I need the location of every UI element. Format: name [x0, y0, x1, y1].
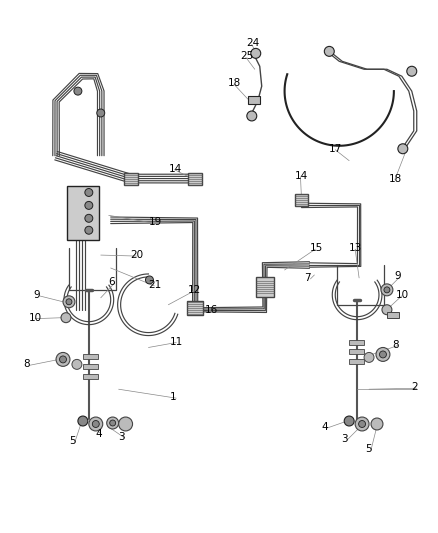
Circle shape: [398, 144, 408, 154]
Bar: [83, 374, 98, 379]
Text: 10: 10: [396, 290, 409, 300]
Text: 18: 18: [389, 174, 402, 183]
Text: 18: 18: [228, 78, 241, 88]
Bar: [67, 185, 99, 240]
Circle shape: [407, 66, 417, 76]
FancyBboxPatch shape: [188, 173, 202, 184]
Circle shape: [355, 417, 369, 431]
Circle shape: [61, 313, 71, 322]
Text: 7: 7: [304, 273, 311, 283]
Text: 14: 14: [168, 164, 182, 174]
FancyBboxPatch shape: [294, 195, 308, 206]
Circle shape: [379, 351, 386, 358]
Text: 6: 6: [109, 277, 115, 287]
Circle shape: [78, 416, 88, 426]
Text: 21: 21: [148, 280, 162, 290]
Circle shape: [119, 417, 133, 431]
Text: 24: 24: [246, 38, 259, 49]
Circle shape: [66, 299, 72, 305]
Text: 5: 5: [69, 436, 76, 446]
Bar: [349, 350, 364, 354]
Bar: [349, 359, 364, 365]
FancyBboxPatch shape: [124, 173, 138, 184]
Circle shape: [85, 226, 93, 234]
Text: 9: 9: [33, 290, 40, 300]
Circle shape: [324, 46, 334, 56]
Circle shape: [97, 109, 105, 117]
Text: 3: 3: [119, 432, 125, 442]
Circle shape: [371, 418, 383, 430]
Text: 20: 20: [131, 250, 144, 260]
Bar: [83, 365, 98, 369]
Circle shape: [63, 296, 75, 308]
Circle shape: [85, 214, 93, 222]
Text: 3: 3: [341, 434, 348, 444]
Text: 4: 4: [96, 429, 102, 439]
Text: 12: 12: [188, 285, 201, 295]
Text: 14: 14: [294, 171, 308, 181]
Circle shape: [364, 352, 374, 362]
Circle shape: [89, 417, 103, 431]
Text: 8: 8: [392, 340, 399, 350]
Text: 16: 16: [205, 305, 218, 314]
Circle shape: [251, 49, 261, 58]
Text: 13: 13: [349, 243, 362, 253]
Text: 10: 10: [29, 313, 42, 322]
Text: 15: 15: [309, 243, 323, 253]
Text: 5: 5: [365, 444, 372, 454]
FancyBboxPatch shape: [256, 277, 274, 297]
Text: 1: 1: [170, 392, 177, 402]
Circle shape: [381, 284, 393, 296]
Text: 11: 11: [170, 336, 184, 346]
Circle shape: [85, 189, 93, 197]
Text: 25: 25: [240, 51, 253, 61]
Text: 17: 17: [329, 144, 343, 154]
Circle shape: [145, 276, 153, 284]
Circle shape: [60, 356, 67, 363]
Text: 19: 19: [148, 217, 162, 227]
Bar: [248, 96, 260, 104]
Circle shape: [376, 348, 390, 361]
Text: 9: 9: [394, 271, 400, 281]
Bar: [349, 340, 364, 344]
Circle shape: [72, 359, 82, 369]
Circle shape: [384, 287, 390, 293]
Bar: [83, 354, 98, 359]
Circle shape: [382, 305, 392, 314]
Circle shape: [56, 352, 70, 366]
Circle shape: [344, 416, 354, 426]
Circle shape: [92, 421, 99, 427]
Circle shape: [74, 87, 82, 95]
FancyBboxPatch shape: [187, 301, 203, 314]
Circle shape: [247, 111, 257, 121]
Bar: [387, 312, 399, 318]
Circle shape: [85, 201, 93, 209]
Circle shape: [359, 421, 366, 427]
Circle shape: [107, 417, 119, 429]
Circle shape: [110, 420, 116, 426]
Text: 2: 2: [411, 382, 417, 392]
Text: 8: 8: [23, 359, 30, 369]
Text: 4: 4: [321, 422, 328, 432]
